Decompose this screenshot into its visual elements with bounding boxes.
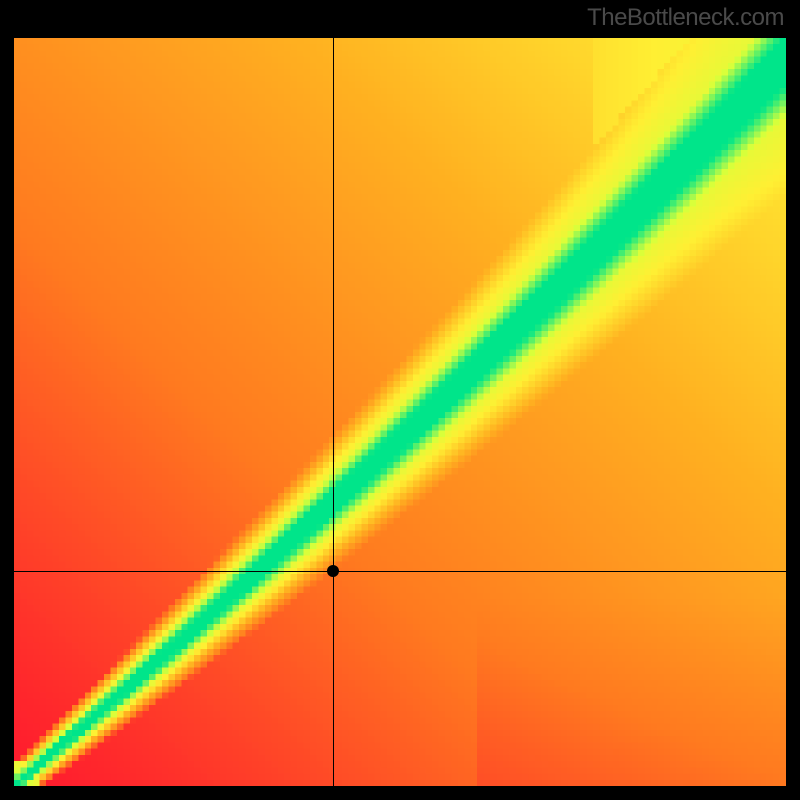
watermark-text: TheBottleneck.com [587,4,784,32]
crosshair-horizontal [14,571,786,572]
crosshair-marker [327,565,339,577]
heatmap-canvas [14,38,786,786]
crosshair-vertical [333,38,334,786]
heatmap-plot [14,38,786,786]
